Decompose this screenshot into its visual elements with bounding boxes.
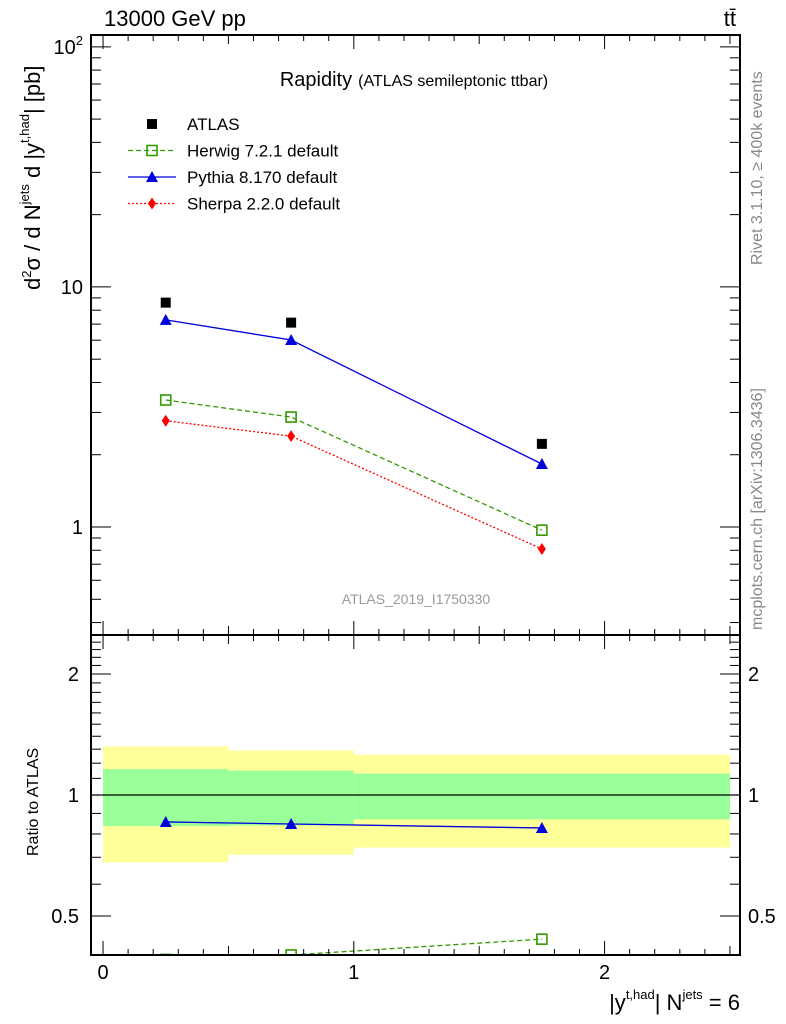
x-tick-label: 0	[97, 962, 108, 984]
ratio-y-tick-label: 1	[68, 785, 79, 807]
legend-label: Sherpa 2.2.0 default	[187, 195, 340, 214]
sherpa-line	[165, 420, 543, 550]
main-ylabel: d2σ / d Njets d |yt,had| [pb]	[17, 65, 45, 290]
herwig-point	[159, 394, 172, 406]
mcplots-label: mcplots.cern.ch [arXiv:1306.3436]	[749, 388, 766, 630]
pythia-point	[159, 313, 172, 325]
pythia-line	[165, 319, 543, 465]
herwig-point	[285, 411, 297, 423]
legend-item-herwig: Herwig 7.2.1 default	[128, 142, 338, 161]
legend-marker	[148, 197, 156, 210]
ratio-ylabel: Ratio to ATLAS	[25, 748, 42, 856]
legend-marker	[147, 119, 157, 129]
exp: 2	[76, 33, 83, 48]
ratio-y-tick-label: 0.5	[51, 906, 79, 928]
atlas-point	[160, 297, 171, 308]
herwig-ratio-line	[272, 938, 542, 955]
legend-item-pythia: Pythia 8.170 default	[128, 168, 338, 187]
uncertainty-band-inner	[353, 773, 730, 820]
pythia-point	[285, 334, 298, 346]
herwig-point	[536, 524, 548, 536]
atlas-point	[286, 317, 297, 328]
sherpa-point	[161, 414, 170, 427]
pythia-ratio-point	[535, 821, 548, 833]
header-left: 13000 GeV pp	[104, 6, 246, 31]
herwig-ratio-point	[536, 933, 548, 945]
herwig-line	[165, 399, 543, 531]
x-tick-label: 2	[599, 962, 610, 984]
ratio-y-tick-label: 2	[68, 664, 79, 686]
legend-item-atlas: ATLAS	[147, 115, 240, 134]
sherpa-point	[287, 430, 296, 443]
ratio-y-tick-label-right: 0.5	[748, 906, 776, 928]
sherpa-point	[537, 542, 546, 555]
y-tick-label: 102	[54, 33, 83, 59]
xlabel: |yt,had| Njets = 6	[609, 987, 740, 1015]
pythia-ratio-point	[159, 815, 172, 827]
legend-item-sherpa: Sherpa 2.2.0 default	[128, 195, 340, 214]
chart-title: Rapidity (ATLAS semileptonic ttbar)	[280, 69, 548, 91]
uncertainty-band-inner	[228, 770, 354, 826]
atlas-point	[536, 438, 547, 449]
legend-marker	[146, 171, 158, 182]
header-right: tt̄	[724, 6, 736, 31]
legend-marker	[146, 144, 158, 157]
y-tick-label: 10	[61, 277, 83, 299]
ratio-y-tick-label-right: 2	[748, 664, 759, 686]
y-tick-label: 1	[72, 517, 83, 539]
pythia-point	[535, 457, 548, 469]
legend-label: Herwig 7.2.1 default	[187, 142, 338, 161]
herwig-ratio-point	[285, 949, 297, 955]
legend-label: ATLAS	[187, 115, 240, 134]
pythia-ratio-point	[285, 817, 298, 829]
x-tick-label: 1	[348, 962, 359, 984]
watermark: ATLAS_2019_I1750330	[342, 591, 491, 607]
legend-label: Pythia 8.170 default	[187, 168, 338, 187]
rivet-label: Rivet 3.1.10, ≥ 400k events	[749, 71, 766, 265]
ratio-y-tick-label-right: 1	[748, 785, 759, 807]
